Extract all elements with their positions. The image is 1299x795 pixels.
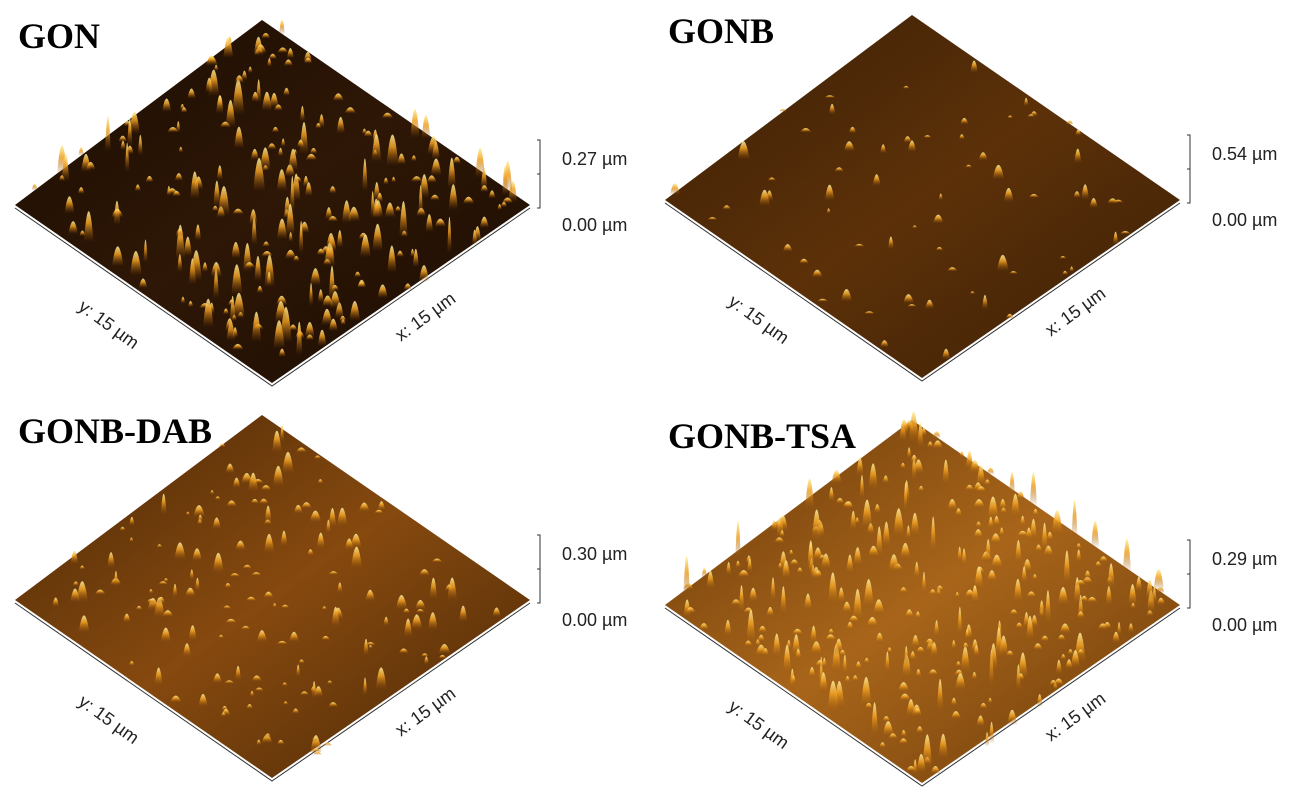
z-bottom-label: 0.00 µm bbox=[1212, 210, 1277, 230]
z-bottom-label: 0.00 µm bbox=[1212, 615, 1277, 635]
surface-peak bbox=[323, 742, 332, 746]
surface-peak bbox=[779, 109, 787, 112]
surface-peak bbox=[735, 521, 740, 559]
surface-peak bbox=[280, 425, 284, 442]
surface-peak bbox=[475, 148, 485, 178]
surface-peak bbox=[1123, 539, 1131, 572]
panel-label: GONB-TSA bbox=[668, 416, 856, 456]
afm-panel: GONB0.54 µm0.00 µmy: 15 µmx: 15 µm bbox=[665, 11, 1277, 381]
z-scale-bar bbox=[1187, 135, 1190, 203]
z-scale-bar bbox=[1187, 540, 1190, 608]
surface-peak bbox=[805, 478, 814, 510]
surface-peak bbox=[78, 147, 83, 156]
panel-label: GONB bbox=[668, 11, 774, 51]
afm-panel: GON0.27 µm0.00 µmy: 15 µmx: 15 µm bbox=[15, 16, 627, 386]
surface-peak bbox=[105, 116, 111, 151]
panel-label: GON bbox=[18, 16, 100, 56]
y-axis-label: y: 15 µm bbox=[725, 696, 793, 753]
figure: GON0.27 µm0.00 µmy: 15 µmx: 15 µmGONB0.5… bbox=[0, 0, 1299, 795]
z-top-label: 0.27 µm bbox=[562, 149, 627, 169]
surface-peak bbox=[1066, 120, 1073, 124]
surface-peak bbox=[422, 115, 431, 139]
z-bottom-label: 0.00 µm bbox=[562, 610, 627, 630]
surface-peak bbox=[670, 183, 680, 194]
surface bbox=[665, 15, 1180, 378]
afm-panel: GONB-DAB0.30 µm0.00 µmy: 15 µmx: 15 µm bbox=[15, 411, 627, 781]
surface-peak bbox=[223, 37, 233, 58]
surface-peak bbox=[933, 431, 941, 438]
surface-peak bbox=[987, 467, 995, 474]
surface-peak bbox=[410, 109, 419, 138]
y-axis-label: y: 15 µm bbox=[725, 291, 793, 348]
y-axis-label: y: 15 µm bbox=[75, 296, 143, 353]
surface-peak bbox=[966, 451, 974, 471]
surface-peak bbox=[1017, 491, 1025, 500]
z-scale-bar bbox=[537, 140, 540, 208]
z-top-label: 0.29 µm bbox=[1212, 549, 1277, 569]
surface-peak bbox=[702, 568, 708, 577]
surface-peak bbox=[279, 20, 285, 35]
z-scale-bar bbox=[537, 535, 540, 603]
panel-label: GONB-DAB bbox=[18, 411, 212, 451]
surface-peak bbox=[71, 551, 79, 565]
afm-panel: GONB-TSA0.29 µm0.00 µmy: 15 µmx: 15 µm bbox=[665, 411, 1277, 786]
surface-peak bbox=[1009, 472, 1015, 495]
surface-peak bbox=[683, 556, 690, 595]
surface-peak bbox=[1072, 500, 1078, 537]
surface-peak bbox=[1051, 510, 1062, 537]
surface-peak bbox=[32, 183, 38, 190]
surface-peak bbox=[960, 451, 965, 457]
surface-peak bbox=[909, 411, 919, 443]
z-bottom-label: 0.00 µm bbox=[562, 215, 627, 235]
surface-peak bbox=[1030, 472, 1037, 506]
surface-peak bbox=[831, 470, 842, 485]
y-axis-label: y: 15 µm bbox=[75, 691, 143, 748]
z-top-label: 0.30 µm bbox=[562, 544, 627, 564]
z-top-label: 0.54 µm bbox=[1212, 144, 1277, 164]
surface-peak bbox=[1091, 521, 1099, 548]
